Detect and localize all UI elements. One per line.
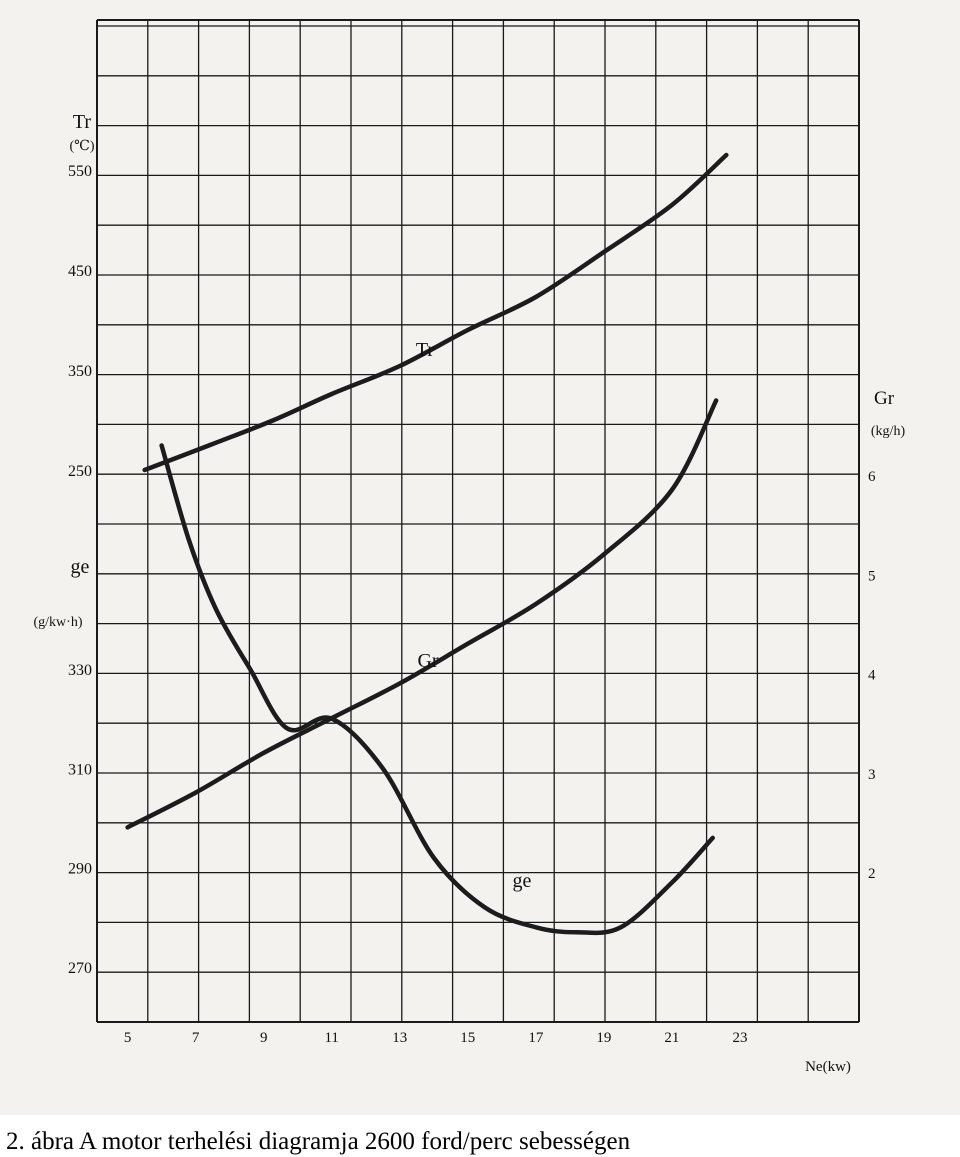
gr-tick-label: 6 bbox=[868, 469, 876, 485]
gr-axis-unit: (kg/h) bbox=[871, 424, 906, 439]
x-axis-label: Ne(kw) bbox=[805, 1059, 851, 1075]
ge-tick-label: 330 bbox=[68, 662, 92, 679]
x-tick-label: 9 bbox=[260, 1030, 268, 1046]
series-label-tr: Tr bbox=[416, 339, 435, 361]
x-tick-label: 7 bbox=[192, 1030, 200, 1046]
tr-axis-unit: (℃) bbox=[70, 139, 95, 154]
tr-tick-label: 450 bbox=[68, 263, 92, 280]
ge-axis-unit: (g/kw·h) bbox=[34, 615, 83, 630]
series-line-tr bbox=[142, 152, 729, 473]
series-line-ge bbox=[159, 443, 715, 936]
tr-tick-label: 550 bbox=[68, 163, 92, 180]
chart: 5 7 9 11 13 15 17 19 21 23Ne(kw)Tr(℃)250350450550… bbox=[34, 19, 906, 1075]
tr-axis-symbol: Tr bbox=[73, 111, 92, 133]
axes: 5 7 9 11 13 15 17 19 21 23Ne(kw)Tr(℃)250350450550… bbox=[34, 111, 906, 1075]
ge-tick-label: 270 bbox=[68, 960, 92, 977]
x-tick-label: 19 bbox=[596, 1030, 611, 1046]
x-tick-label: 5 bbox=[124, 1030, 132, 1046]
grid bbox=[96, 19, 860, 1023]
ge-tick-label: 310 bbox=[68, 761, 92, 778]
series-label-ge: ge bbox=[513, 870, 532, 892]
series-line-gr bbox=[125, 398, 719, 830]
x-tick-label: 13 bbox=[392, 1030, 407, 1046]
ge-tick-label: 290 bbox=[68, 861, 92, 878]
tr-tick-label: 350 bbox=[68, 363, 92, 380]
tr-tick-label: 250 bbox=[68, 463, 92, 480]
x-tick-label: 15 bbox=[460, 1030, 475, 1046]
x-tick-label: 17 bbox=[528, 1030, 544, 1046]
scanned-page bbox=[0, 0, 960, 1115]
gr-tick-label: 2 bbox=[868, 866, 876, 882]
x-tick-label: 23 bbox=[732, 1030, 747, 1046]
series-lines bbox=[125, 152, 729, 936]
gr-tick-label: 5 bbox=[868, 568, 876, 584]
series-labels: Tr Gr ge bbox=[416, 339, 532, 892]
gr-tick-label: 3 bbox=[868, 767, 876, 783]
figure-caption: 2. ábra A motor terhelési diagramja 2600… bbox=[6, 1128, 631, 1155]
x-tick-label: 21 bbox=[664, 1030, 679, 1046]
gr-tick-label: 4 bbox=[868, 668, 876, 684]
gr-axis-symbol: Gr bbox=[874, 388, 895, 409]
series-label-gr: Gr bbox=[417, 650, 438, 672]
x-tick-label: 11 bbox=[324, 1030, 338, 1046]
ge-axis-symbol: ge bbox=[71, 556, 90, 578]
